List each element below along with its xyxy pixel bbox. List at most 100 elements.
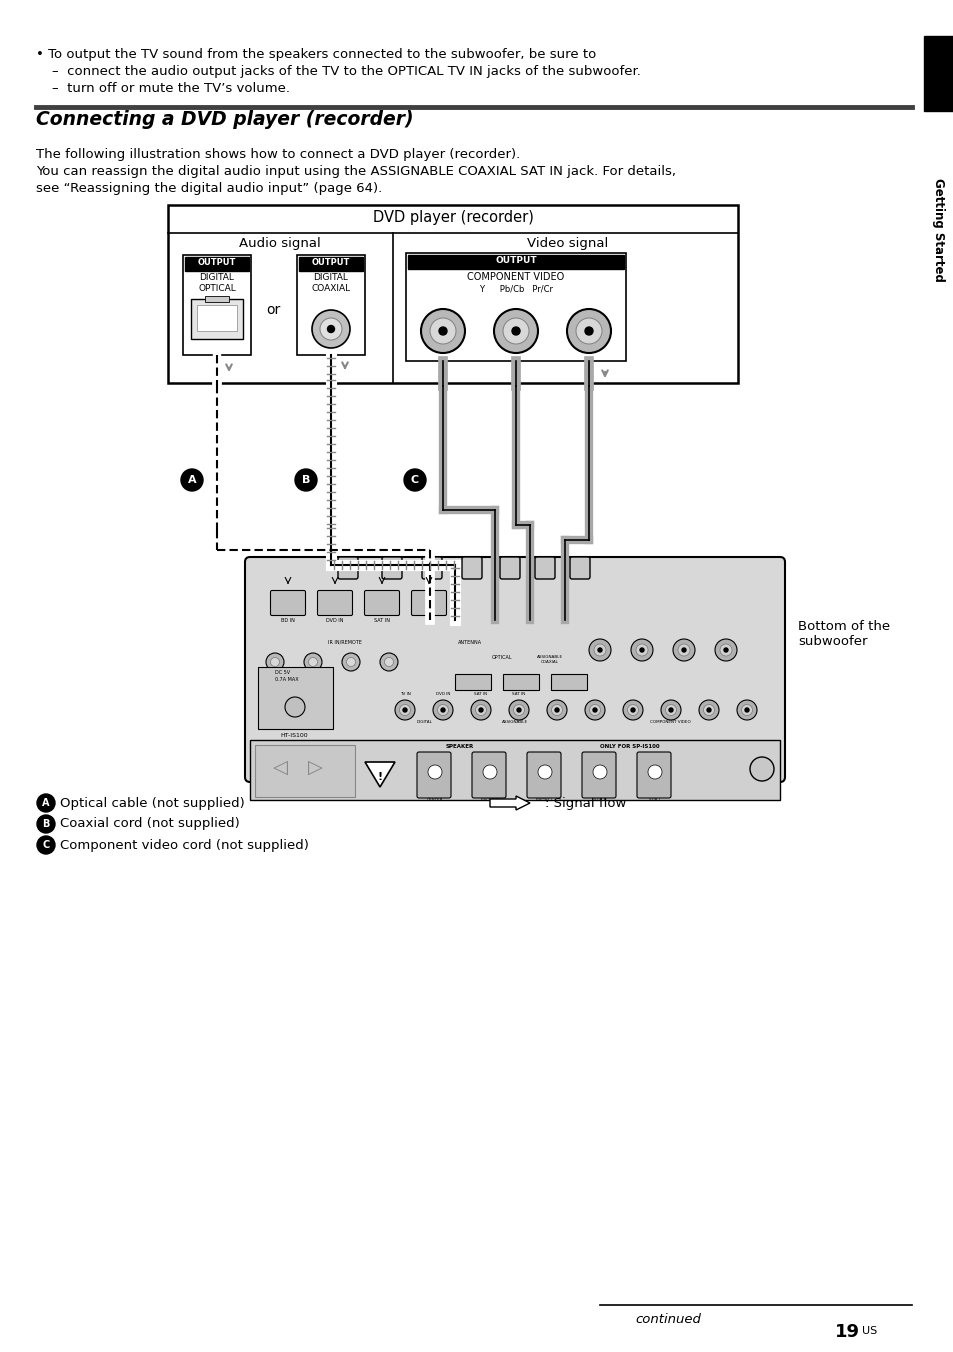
Circle shape <box>399 704 410 715</box>
Text: SPEAKER: SPEAKER <box>445 744 474 749</box>
Circle shape <box>594 644 605 656</box>
Circle shape <box>341 653 359 671</box>
Circle shape <box>482 765 497 779</box>
Circle shape <box>438 327 447 335</box>
Text: DC 5V: DC 5V <box>274 671 290 675</box>
Circle shape <box>678 644 689 656</box>
FancyBboxPatch shape <box>569 557 589 579</box>
Text: continued: continued <box>635 1313 700 1326</box>
Circle shape <box>512 327 519 335</box>
FancyBboxPatch shape <box>461 557 481 579</box>
Circle shape <box>430 318 456 343</box>
Text: SAT IN: SAT IN <box>474 692 487 696</box>
Text: –  turn off or mute the TV’s volume.: – turn off or mute the TV’s volume. <box>52 82 290 95</box>
Bar <box>196 306 236 331</box>
FancyBboxPatch shape <box>416 752 451 798</box>
Circle shape <box>593 765 606 779</box>
Text: Video signal: Video signal <box>527 237 608 250</box>
Text: DVD IN: DVD IN <box>326 618 343 623</box>
Circle shape <box>509 700 529 721</box>
Text: Getting Started: Getting Started <box>931 178 944 283</box>
Circle shape <box>737 700 757 721</box>
Bar <box>923 37 953 111</box>
Circle shape <box>478 708 482 713</box>
Text: OUTPUT: OUTPUT <box>312 258 350 266</box>
FancyBboxPatch shape <box>381 557 401 579</box>
Text: HT-IS100: HT-IS100 <box>280 733 307 738</box>
Bar <box>168 206 738 383</box>
Bar <box>408 256 623 269</box>
FancyBboxPatch shape <box>499 557 519 579</box>
Circle shape <box>647 765 661 779</box>
Circle shape <box>665 704 676 715</box>
Circle shape <box>271 657 279 667</box>
Bar <box>298 257 363 270</box>
Text: B: B <box>42 819 50 829</box>
Circle shape <box>513 704 524 715</box>
Bar <box>455 675 491 690</box>
Circle shape <box>576 318 601 343</box>
Circle shape <box>699 700 719 721</box>
Circle shape <box>181 469 203 491</box>
Text: C: C <box>42 840 50 850</box>
Bar <box>191 299 243 339</box>
Text: Optical cable (not supplied): Optical cable (not supplied) <box>60 796 245 810</box>
Circle shape <box>266 653 284 671</box>
Text: US: US <box>862 1326 877 1336</box>
FancyBboxPatch shape <box>245 557 784 781</box>
Circle shape <box>37 836 55 854</box>
Text: COMPONENT VIDEO: COMPONENT VIDEO <box>649 721 690 725</box>
Circle shape <box>627 704 638 715</box>
Circle shape <box>37 794 55 813</box>
Text: A: A <box>42 798 50 808</box>
FancyBboxPatch shape <box>271 591 305 615</box>
Text: ANTENNA: ANTENNA <box>457 639 481 645</box>
Circle shape <box>308 657 317 667</box>
Text: 19: 19 <box>834 1324 859 1341</box>
Circle shape <box>636 644 647 656</box>
Circle shape <box>379 653 397 671</box>
Text: see “Reassigning the digital audio input” (page 64).: see “Reassigning the digital audio input… <box>36 183 382 195</box>
Circle shape <box>471 700 491 721</box>
FancyBboxPatch shape <box>421 557 441 579</box>
Text: Audio signal: Audio signal <box>239 237 320 250</box>
Circle shape <box>440 708 444 713</box>
Text: Coaxial cord (not supplied): Coaxial cord (not supplied) <box>60 818 239 830</box>
Circle shape <box>744 708 748 713</box>
Text: You can reassign the digital audio input using the ASSIGNABLE COAXIAL SAT IN jac: You can reassign the digital audio input… <box>36 165 676 178</box>
Circle shape <box>551 704 562 715</box>
FancyBboxPatch shape <box>472 752 505 798</box>
Circle shape <box>433 700 453 721</box>
Circle shape <box>639 648 643 652</box>
Circle shape <box>437 704 448 715</box>
Circle shape <box>588 639 610 661</box>
Circle shape <box>384 657 393 667</box>
Circle shape <box>723 648 727 652</box>
Circle shape <box>589 704 599 715</box>
Circle shape <box>502 318 529 343</box>
Circle shape <box>720 644 731 656</box>
Text: Component video cord (not supplied): Component video cord (not supplied) <box>60 838 309 852</box>
Circle shape <box>660 700 680 721</box>
Bar <box>257 667 333 729</box>
Text: OPTICAL: OPTICAL <box>491 654 512 660</box>
FancyBboxPatch shape <box>535 557 555 579</box>
Text: OUTPUT: OUTPUT <box>495 256 537 265</box>
Circle shape <box>285 698 305 717</box>
Text: –  connect the audio output jacks of the TV to the OPTICAL TV IN jacks of the su: – connect the audio output jacks of the … <box>52 65 640 78</box>
Text: SUR R: SUR R <box>593 798 606 802</box>
Circle shape <box>327 326 335 333</box>
Circle shape <box>630 639 652 661</box>
Circle shape <box>584 700 604 721</box>
Bar <box>254 745 355 796</box>
Text: • To output the TV sound from the speakers connected to the subwoofer, be sure t: • To output the TV sound from the speake… <box>36 49 596 61</box>
Circle shape <box>566 310 610 353</box>
Text: B: B <box>301 475 310 485</box>
FancyArrow shape <box>490 796 530 810</box>
Circle shape <box>402 708 407 713</box>
Text: COMPONENT VIDEO: COMPONENT VIDEO <box>467 272 564 283</box>
Circle shape <box>593 708 597 713</box>
Circle shape <box>546 700 566 721</box>
FancyBboxPatch shape <box>581 752 616 798</box>
FancyBboxPatch shape <box>411 591 446 615</box>
